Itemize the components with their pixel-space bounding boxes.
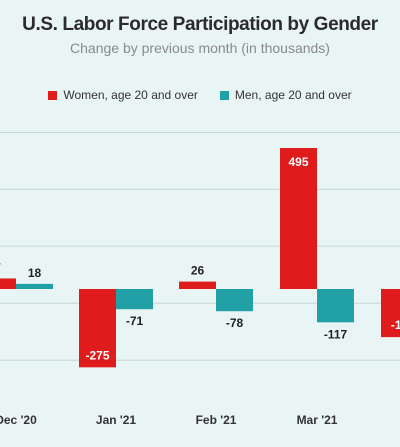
data-label: 18 (28, 266, 42, 280)
bar-women (0, 278, 16, 289)
chart-subtitle: Change by previous month (in thousands) (70, 40, 330, 56)
x-tick-label: Feb '21 (196, 413, 237, 427)
bar-men (216, 289, 253, 312)
data-label: -275 (85, 348, 109, 362)
bar-men (16, 283, 53, 289)
bar-women (79, 289, 116, 368)
legend-item-women: Women, age 20 and over (48, 88, 198, 102)
bar-women (381, 289, 400, 338)
x-tick-label: Dec '20 (0, 413, 37, 427)
legend-swatch-men (219, 90, 229, 100)
bar-men (317, 289, 354, 323)
bar-men (116, 289, 153, 310)
x-tick-label: Mar '21 (297, 413, 338, 427)
bar-women (280, 148, 317, 289)
legend-label-women: Women, age 20 and over (63, 88, 198, 102)
x-tick-label: Jan '21 (96, 413, 137, 427)
data-label: -71 (126, 314, 144, 328)
legend-swatch-women (48, 90, 58, 100)
data-label: 7 (0, 260, 1, 274)
data-label: 495 (288, 155, 308, 169)
legend: Women, age 20 and over Men, age 20 and o… (0, 88, 400, 102)
data-label: -78 (226, 316, 244, 330)
data-label: 26 (191, 264, 205, 278)
legend-item-men: Men, age 20 and over (219, 88, 352, 102)
bar-women (179, 281, 216, 289)
data-label: -117 (324, 327, 348, 341)
chart-title: U.S. Labor Force Participation by Gender (22, 14, 378, 35)
legend-label-men: Men, age 20 and over (234, 88, 352, 102)
data-label: -16 (391, 318, 400, 332)
